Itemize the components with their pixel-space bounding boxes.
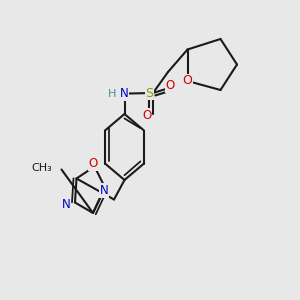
Text: O: O: [166, 79, 175, 92]
Text: S: S: [146, 86, 153, 100]
Text: N: N: [100, 184, 109, 197]
Text: O: O: [88, 157, 98, 170]
Text: O: O: [183, 74, 192, 88]
Text: O: O: [142, 109, 152, 122]
Text: H: H: [108, 88, 117, 99]
Text: N: N: [61, 197, 70, 211]
Text: N: N: [119, 87, 128, 100]
Text: CH₃: CH₃: [32, 163, 52, 173]
